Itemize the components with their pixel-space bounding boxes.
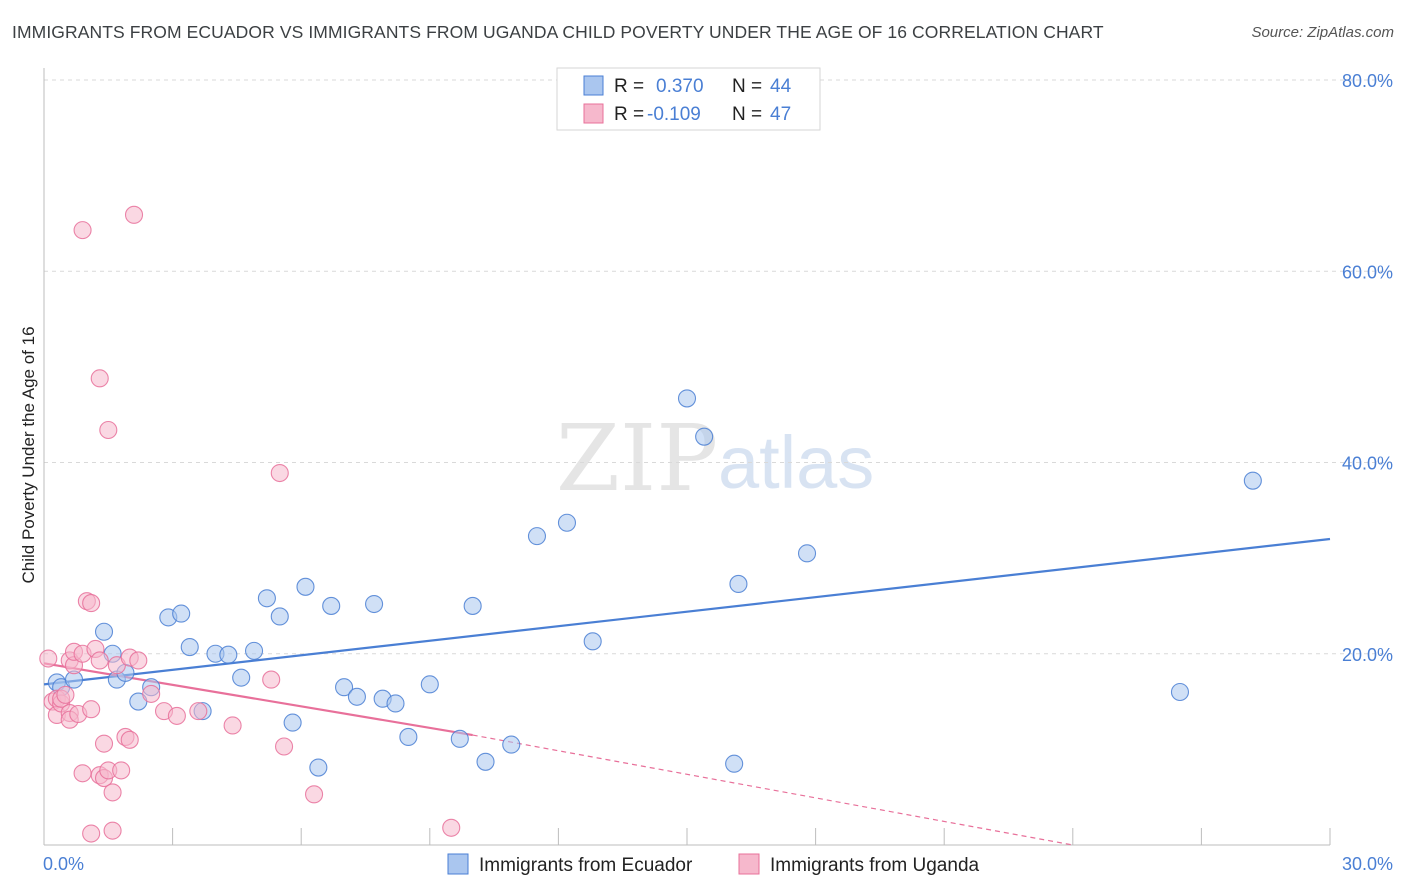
- data-point-ecuador: [502, 735, 521, 754]
- data-point-ecuador: [729, 574, 748, 593]
- bottom-legend-swatch-ecuador: [447, 853, 469, 875]
- legend-n-label-uganda: N =: [732, 104, 762, 125]
- data-point-ecuador: [309, 758, 328, 777]
- data-point-ecuador: [725, 754, 744, 773]
- legend-n-label-ecuador: N =: [732, 76, 762, 97]
- data-point-ecuador: [172, 604, 191, 623]
- data-point-ecuador: [527, 527, 547, 546]
- x-tick-label-max: 30.0%: [1342, 854, 1393, 874]
- gridlines: [44, 79, 1392, 655]
- data-point-uganda: [82, 594, 101, 613]
- data-point-ecuador: [335, 678, 354, 697]
- data-point-uganda: [142, 684, 161, 703]
- data-point-ecuador: [94, 622, 114, 641]
- data-point-uganda: [90, 651, 109, 670]
- bottom-legend: Immigrants from Ecuador Immigrants from …: [447, 853, 980, 876]
- data-point-uganda: [90, 369, 109, 388]
- data-point-uganda: [442, 818, 461, 837]
- bottom-legend-label-ecuador: Immigrants from Ecuador: [479, 855, 693, 876]
- data-points: [39, 205, 1262, 843]
- data-point-ecuador: [322, 596, 341, 615]
- data-point-ecuador: [232, 668, 251, 687]
- y-tick-label: 40.0%: [1342, 454, 1393, 474]
- trend-line-uganda: [43, 662, 473, 737]
- data-point-uganda: [305, 785, 324, 804]
- data-point-ecuador: [180, 638, 199, 657]
- data-point-ecuador: [347, 687, 366, 706]
- legend-r-value-ecuador: 0.370: [656, 76, 704, 97]
- data-point-uganda: [189, 702, 208, 721]
- data-point-ecuador: [1243, 471, 1262, 490]
- data-point-uganda: [262, 670, 281, 689]
- data-point-ecuador: [283, 713, 302, 732]
- data-point-ecuador: [399, 727, 418, 746]
- data-point-uganda: [82, 824, 101, 843]
- data-point-ecuador: [583, 632, 602, 651]
- y-tick-label: 20.0%: [1342, 645, 1393, 665]
- data-point-ecuador: [244, 641, 264, 660]
- data-point-uganda: [56, 685, 75, 704]
- legend-swatch-ecuador: [583, 75, 604, 96]
- data-point-uganda: [275, 737, 294, 756]
- data-point-uganda: [129, 651, 148, 670]
- data-point-ecuador: [463, 596, 482, 615]
- data-point-uganda: [223, 716, 242, 735]
- trend-lines: [43, 537, 1331, 846]
- chart-title: IMMIGRANTS FROM ECUADOR VS IMMIGRANTS FR…: [12, 22, 1104, 42]
- data-point-ecuador: [557, 513, 577, 532]
- legend-swatch-uganda: [583, 103, 604, 124]
- legend-n-value-ecuador: 44: [770, 76, 792, 97]
- data-point-ecuador: [257, 589, 276, 608]
- data-point-uganda: [39, 649, 58, 668]
- trend-line-ecuador: [43, 537, 1331, 686]
- axes: [43, 68, 1331, 846]
- stats-legend: R = 0.370 N = 44 R = -0.109 N = 47: [556, 67, 821, 131]
- bottom-legend-swatch-uganda: [738, 853, 760, 875]
- data-point-uganda: [124, 205, 144, 224]
- legend-r-value-uganda: -0.109: [647, 104, 701, 125]
- source-label: Source: ZipAtlas.com: [1251, 24, 1394, 41]
- bottom-legend-label-uganda: Immigrants from Uganda: [770, 855, 980, 876]
- data-point-ecuador: [797, 544, 817, 563]
- x-tick-label-min: 0.0%: [43, 854, 84, 874]
- data-point-ecuador: [476, 752, 495, 771]
- data-point-ecuador: [695, 427, 714, 446]
- data-point-uganda: [112, 761, 131, 780]
- data-point-ecuador: [677, 389, 697, 408]
- data-point-ecuador: [450, 729, 469, 748]
- data-point-uganda: [73, 221, 92, 240]
- data-point-ecuador: [386, 694, 405, 713]
- tick-labels: 20.0% 40.0% 60.0% 80.0% 0.0% 30.0%: [43, 71, 1393, 874]
- data-point-ecuador: [219, 645, 238, 664]
- data-point-ecuador: [365, 594, 384, 614]
- y-axis-label: Child Poverty Under the Age of 16: [19, 326, 38, 583]
- trend-line-extension-uganda: [472, 734, 1073, 846]
- data-point-uganda: [73, 764, 92, 783]
- data-point-ecuador: [270, 607, 289, 626]
- watermark-zip: ZIP: [556, 405, 718, 512]
- data-point-uganda: [94, 734, 114, 753]
- y-tick-label: 60.0%: [1342, 262, 1393, 282]
- y-tick-label: 80.0%: [1342, 71, 1393, 91]
- data-point-uganda: [167, 706, 186, 725]
- data-point-uganda: [103, 783, 122, 802]
- data-point-uganda: [82, 700, 101, 719]
- data-point-uganda: [270, 463, 289, 483]
- data-point-uganda: [99, 420, 118, 440]
- data-point-uganda: [120, 730, 139, 749]
- watermark: ZIP atlas: [556, 405, 874, 512]
- data-point-uganda: [103, 821, 122, 840]
- data-point-ecuador: [420, 675, 439, 694]
- legend-r-label-ecuador: R =: [614, 76, 644, 97]
- data-point-ecuador: [296, 577, 315, 596]
- data-point-ecuador: [1170, 682, 1190, 702]
- legend-r-label-uganda: R =: [614, 104, 644, 125]
- legend-n-value-uganda: 47: [770, 104, 791, 125]
